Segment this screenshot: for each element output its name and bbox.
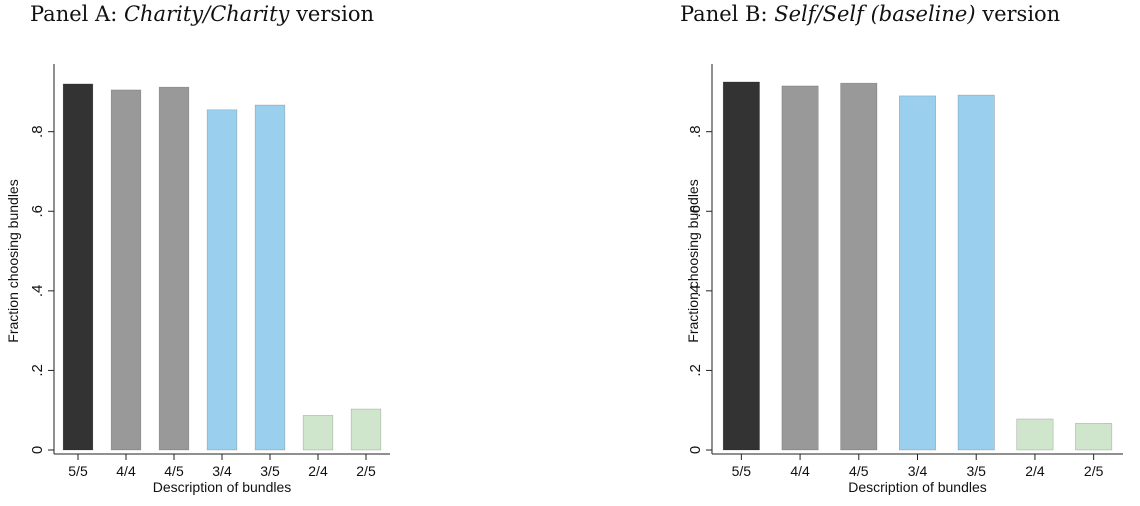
- panel-a-y-axis-label: Fraction choosing bundles: [5, 179, 21, 342]
- panel-b-y-tick-label: 0: [687, 446, 704, 454]
- panel-a-x-tick-label: 4/5: [164, 463, 184, 479]
- panel-b-bar-2-5: [1075, 423, 1113, 451]
- panel-a-bar-3-4: [206, 109, 238, 451]
- panel-a-x-axis-label: Description of bundles: [153, 479, 292, 495]
- panel-b: Panel B: Self/Self (baseline) version 0.…: [570, 0, 1140, 506]
- panel-b-x-tick-label: 5/5: [732, 463, 752, 479]
- panel-b-bar-chart: 0 .2 .4 .6 .8 Fraction choosing bundles 5/5 4/4…: [685, 64, 1123, 495]
- panel-a-bar-5-5: [62, 83, 94, 451]
- panel-a-bar-2-5: [350, 408, 382, 451]
- panel-b-bar-4-4: [781, 85, 819, 451]
- panel-a: Panel A: Charity/Charity version 0 .2 .4 .6…: [5, 2, 390, 495]
- panel-a-x-tick-label: 2/5: [356, 463, 376, 479]
- panel-a-y-tick-label: .8: [29, 125, 46, 138]
- panel-a-title: Panel A: Charity/Charity version: [30, 2, 374, 26]
- panel-a-y-tick-label: .6: [29, 205, 46, 218]
- panel-b-title-prefix: Panel B:: [680, 2, 775, 26]
- panel-b-x-tick-label: 2/4: [1025, 463, 1045, 479]
- panel-a-bar-4-5: [158, 86, 190, 451]
- panel-a-title-prefix: Panel A:: [30, 2, 124, 26]
- panel-b-bar-4-5: [840, 82, 878, 451]
- panel-a-title-emphasis: Charity/Charity: [123, 2, 290, 26]
- panel-b-y-tick-label: .8: [687, 125, 704, 138]
- panel-a-x-tick-label: 4/4: [116, 463, 136, 479]
- panel-a-x-tick-label: 3/4: [212, 463, 232, 479]
- panel-b-x-tick-label: 2/5: [1084, 463, 1104, 479]
- panel-b-title-emphasis: Self/Self (baseline): [774, 2, 976, 26]
- panel-b-x-axis-label: Description of bundles: [848, 479, 987, 495]
- panel-b-bar-5-5: [722, 81, 760, 451]
- panel-b-y-tick-label: .2: [687, 364, 704, 377]
- panel-b-bar-3-5: [957, 94, 995, 451]
- panel-a-x-tick-label: 2/4: [308, 463, 328, 479]
- panel-a-y-tick-label: .2: [29, 364, 46, 377]
- panel-a-y-tick-label: 0: [29, 446, 46, 454]
- panel-b-x-tick-label: 3/4: [908, 463, 928, 479]
- panel-a-bar-2-4: [302, 415, 334, 451]
- panel-b-y-axis-label: Fraction choosing bundles: [685, 179, 701, 342]
- panel-b-title: Panel B: Self/Self (baseline) version: [680, 2, 1060, 26]
- panel-a-bar-chart: 0 .2 .4 .6 .8 Fraction choosing bundles 5/5 4/4…: [5, 64, 390, 495]
- panel-b-x-tick-label: 3/5: [966, 463, 986, 479]
- panel-b-title-suffix: version: [975, 2, 1061, 26]
- panel-b-x-tick-label: 4/4: [790, 463, 810, 479]
- panel-b-bar-2-4: [1016, 418, 1054, 451]
- panel-b-bar-3-4: [898, 95, 937, 451]
- panel-a-bar-4-4: [110, 89, 142, 451]
- panel-b-x-tick-label: 4/5: [849, 463, 869, 479]
- panel-b-y-tick-label: .4: [687, 285, 704, 298]
- panel-a-x-tick-label: 3/5: [260, 463, 280, 479]
- panel-a-x-tick-label: 5/5: [68, 463, 88, 479]
- panel-a-y-tick-label: .4: [29, 285, 46, 298]
- panel-a-title-suffix: version: [289, 2, 375, 26]
- panel-a-bar-3-5: [254, 104, 286, 451]
- panel-b-y-tick-label: .6: [687, 205, 704, 218]
